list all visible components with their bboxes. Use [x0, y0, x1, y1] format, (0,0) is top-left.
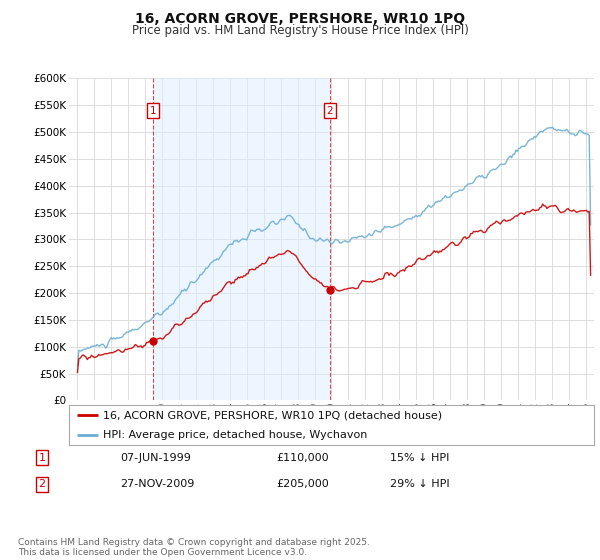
Text: HPI: Average price, detached house, Wychavon: HPI: Average price, detached house, Wych… [103, 430, 367, 440]
Text: 07-JUN-1999: 07-JUN-1999 [120, 452, 191, 463]
Text: £205,000: £205,000 [276, 479, 329, 489]
Bar [152, 78, 330, 400]
Text: 2: 2 [38, 479, 46, 489]
Text: 15% ↓ HPI: 15% ↓ HPI [390, 452, 449, 463]
Text: Price paid vs. HM Land Registry's House Price Index (HPI): Price paid vs. HM Land Registry's House … [131, 24, 469, 36]
Text: 1: 1 [149, 106, 156, 115]
Text: 27-NOV-2009: 27-NOV-2009 [120, 479, 194, 489]
Text: £110,000: £110,000 [276, 452, 329, 463]
Text: 16, ACORN GROVE, PERSHORE, WR10 1PQ: 16, ACORN GROVE, PERSHORE, WR10 1PQ [135, 12, 465, 26]
Text: Contains HM Land Registry data © Crown copyright and database right 2025.
This d: Contains HM Land Registry data © Crown c… [18, 538, 370, 557]
Text: 2: 2 [326, 106, 333, 115]
Text: 16, ACORN GROVE, PERSHORE, WR10 1PQ (detached house): 16, ACORN GROVE, PERSHORE, WR10 1PQ (det… [103, 410, 442, 421]
Text: 29% ↓ HPI: 29% ↓ HPI [390, 479, 449, 489]
Text: 1: 1 [38, 452, 46, 463]
